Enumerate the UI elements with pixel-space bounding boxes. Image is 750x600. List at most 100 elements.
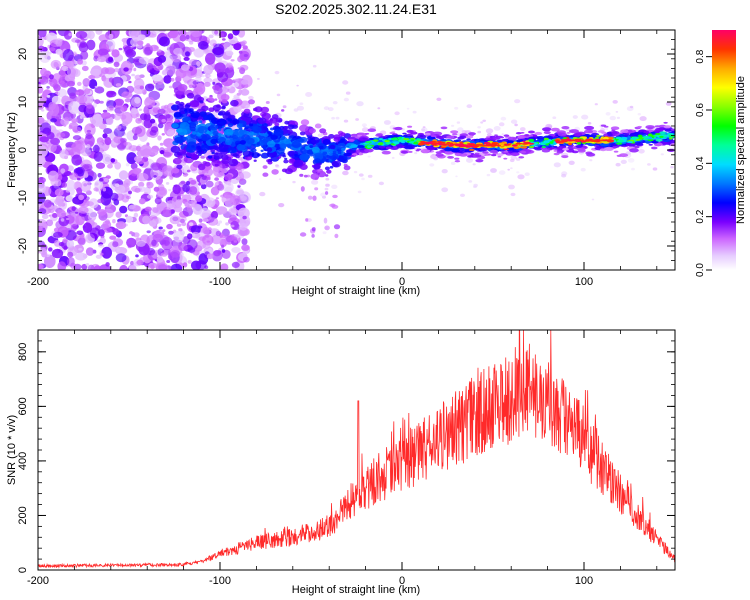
heatmap-blob-659 (138, 198, 146, 205)
heatmap-blob-2445 (281, 109, 285, 112)
heatmap-blob-1749 (652, 167, 658, 171)
heatmap-blob-1829 (324, 187, 329, 191)
heatmap-blob-796 (136, 259, 144, 266)
heatmap-blob-2566 (249, 123, 254, 127)
heatmap-blob-1475 (240, 79, 249, 85)
heatmap-blob-2417 (213, 152, 223, 160)
heatmap-blob-1662 (345, 91, 351, 95)
heatmap-blob-1055 (158, 36, 170, 47)
heatmap-blob-1136 (244, 59, 248, 62)
heatmap-blob-1550 (75, 211, 79, 214)
heatmap-blob-2411 (177, 84, 188, 92)
heatmap-blob-1818 (665, 101, 672, 106)
heatmap-blob-1259 (50, 137, 61, 145)
heatmap-blob-1859 (414, 152, 418, 155)
heatmap-blob-4162 (435, 142, 442, 145)
heatmap-blob-3481 (541, 148, 551, 153)
heatmap-blob-2537 (189, 121, 196, 127)
heatmap-blob-1137 (110, 158, 116, 163)
heatmap-blob-3595 (637, 125, 642, 128)
heatmap-blob-1839 (609, 115, 616, 121)
heatmap-blob-989 (184, 201, 196, 208)
heatmap-blob-1600 (486, 133, 492, 137)
heatmap-blob-3175 (446, 135, 455, 139)
heatmap-blob-1099 (104, 137, 112, 146)
heatmap-blob-3606 (479, 147, 489, 152)
heatmap-blob-3573 (528, 134, 534, 137)
heatmap-blob-392 (239, 67, 246, 75)
heatmap-blob-1729 (507, 168, 511, 171)
heatmap-blob-1876 (299, 232, 307, 237)
heatmap-blob-1274 (70, 60, 77, 68)
heatmap-blob-2338 (281, 168, 288, 173)
heatmap-blob-2900 (450, 130, 459, 134)
heatmap-blob-4175 (556, 141, 561, 144)
heatmap-blob-2377 (227, 118, 233, 122)
heatmap-blob-987 (50, 118, 57, 123)
heatmap-blob-780 (138, 108, 143, 112)
heatmap-blob-2512 (319, 145, 324, 150)
heatmap-blob-1509 (187, 233, 193, 240)
heatmap-blob-4088 (544, 137, 549, 141)
heatmap-blob-1825 (436, 97, 442, 102)
heatmap-blob-1044 (170, 263, 183, 270)
heatmap-blob-1694 (466, 104, 473, 109)
heatmap-blob-2570 (234, 129, 245, 137)
heatmap-blob-1351 (153, 216, 158, 220)
heatmap-blob-713 (163, 75, 172, 84)
heatmap-blob-2126 (184, 104, 191, 109)
heatmap-blob-2361 (303, 174, 308, 178)
heatmap-blob-948 (171, 54, 182, 63)
heatmap-blob-1488 (55, 179, 62, 187)
heatmap-blob-3542 (536, 136, 545, 140)
heatmap-blob-1112 (210, 210, 219, 220)
heatmap-blob-1144 (149, 129, 157, 136)
heatmap-blob-4096 (642, 136, 650, 139)
heatmap-blob-1527 (71, 206, 76, 212)
heatmap-blob-1501 (89, 227, 101, 239)
heatmap-blob-3616 (435, 153, 444, 157)
heatmap-blob-202 (138, 181, 145, 188)
heatmap-blob-4107 (515, 142, 523, 145)
heatmap-blob-187 (208, 34, 214, 39)
heatmap-blob-1615 (516, 171, 520, 174)
heatmap-blob-3515 (497, 135, 504, 139)
snr-panel: -200 -100 0 100 0 200 400 600 800 Height of str… (6, 329, 676, 596)
heatmap-blob-3854 (528, 145, 535, 149)
heatmap-blob-1721 (514, 99, 521, 104)
heatmap-blob-1597 (100, 252, 104, 256)
heatmap-blob-1423 (230, 224, 235, 228)
heatmap-blob-2399 (278, 119, 283, 123)
heatmap-blob-1451 (227, 33, 234, 40)
heatmap-blob-1676 (353, 170, 358, 174)
heatmap-blob-2458 (186, 169, 191, 173)
heatmap-blob-1439 (76, 95, 88, 104)
heatmap-blob-1871 (334, 233, 339, 239)
heatmap-blob-1373 (162, 206, 172, 217)
heatmap-blob-2488 (191, 131, 197, 135)
heatmap-blob-1748 (616, 116, 621, 119)
heatmap-blob-1411 (242, 215, 247, 220)
heatmap-blob-1546 (78, 194, 84, 201)
heatmap-blob-1389 (53, 84, 61, 92)
heatmap-blob-1496 (165, 118, 174, 127)
heatmap-blob-1107 (104, 67, 116, 75)
heatmap-blob-1384 (200, 155, 206, 159)
heatmap-blob-668 (95, 162, 106, 169)
heatmap-blob-1995 (265, 101, 270, 104)
heatmap-blob-1577 (137, 40, 144, 46)
heatmap-blob-1731 (457, 127, 464, 132)
heatmap-blob-1672 (589, 159, 593, 162)
heatmap-blob-1089 (124, 98, 132, 103)
heat-yticks-label-1: -10 (17, 190, 29, 206)
heatmap-blob-1414 (38, 117, 45, 124)
heatmap-blob-1896 (198, 120, 203, 124)
heatmap-blob-1408 (118, 47, 123, 51)
heatmap-blob-3342 (534, 131, 543, 136)
heatmap-blob-2485 (235, 176, 240, 181)
heatmap-blob-2393 (282, 105, 287, 109)
heatmap-blob-2460 (174, 136, 184, 144)
heatmap-blob-1595 (121, 91, 133, 99)
heatmap-blob-2522 (284, 120, 290, 125)
heatmap-blob-1250 (113, 127, 125, 138)
